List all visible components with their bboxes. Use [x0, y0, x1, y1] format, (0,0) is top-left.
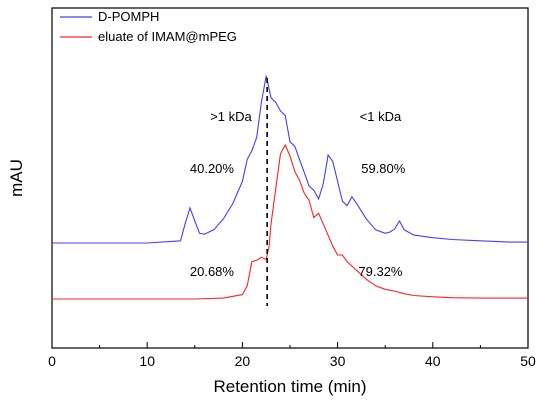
annotations: >1 kDa <1 kDa 40.20% 59.80% 20.68% 79.32…	[190, 109, 406, 279]
legend-label-eluate: eluate of IMAM@mPEG	[98, 29, 237, 44]
x-tick-label: 10	[139, 353, 155, 369]
x-tick-label: 30	[330, 353, 346, 369]
x-tick-label: 40	[425, 353, 441, 369]
annotation-high-mw: >1 kDa	[210, 109, 252, 124]
annotation-low-mw: <1 kDa	[360, 109, 402, 124]
series-line-d-pomph	[52, 75, 528, 244]
x-axis-ticks: 0 10 20 30 40 50	[48, 342, 536, 369]
annotation-pomph-low-percent: 59.80%	[361, 161, 406, 176]
legend-label-d-pomph: D-POMPH	[98, 9, 159, 24]
x-tick-label: 20	[235, 353, 251, 369]
annotation-eluate-high-percent: 20.68%	[190, 264, 235, 279]
series-line-eluate	[52, 143, 528, 300]
plot-frame	[51, 7, 529, 349]
x-tick-label: 50	[520, 353, 536, 369]
x-axis-title: Retention time (min)	[213, 377, 366, 396]
legend: D-POMPH eluate of IMAM@mPEG	[60, 9, 237, 44]
annotation-pomph-high-percent: 40.20%	[190, 161, 235, 176]
y-axis-title: mAU	[7, 159, 26, 197]
annotation-eluate-low-percent: 79.32%	[358, 264, 403, 279]
x-tick-label: 0	[48, 353, 56, 369]
